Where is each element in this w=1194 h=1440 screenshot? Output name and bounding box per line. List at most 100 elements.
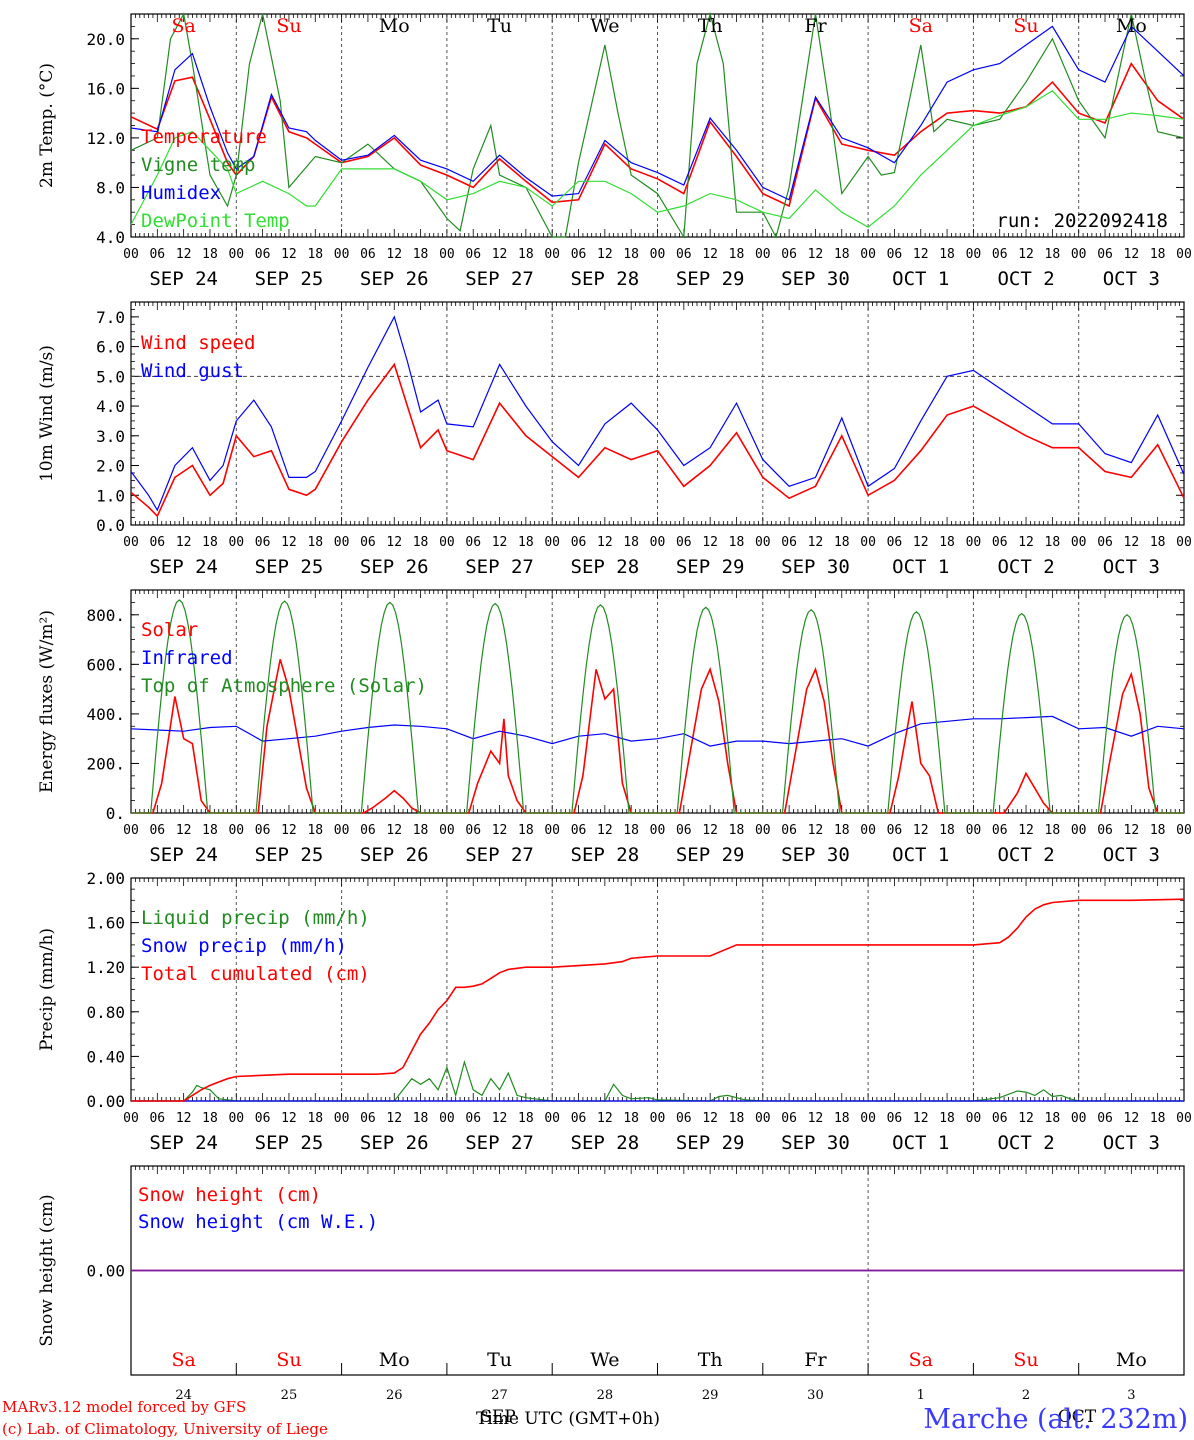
hour-tick-label: 12: [386, 1111, 402, 1126]
hour-tick-label: 00: [650, 1111, 666, 1126]
hour-tick-label: 12: [1018, 247, 1034, 262]
hour-tick-label: 12: [492, 535, 508, 550]
hour-tick-label: 12: [492, 247, 508, 262]
hour-tick-label: 00: [755, 247, 771, 262]
date-label: SEP 25: [255, 268, 324, 290]
hour-tick-label: 06: [781, 247, 797, 262]
date-label: OCT 2: [997, 844, 1054, 866]
hour-tick-label: 12: [808, 1111, 824, 1126]
legend-entry: Snow precip (mm/h): [141, 935, 347, 957]
hour-tick-label: 06: [360, 823, 376, 838]
y-tick-label: 7.0: [96, 308, 125, 327]
hour-tick-label: 18: [729, 1111, 745, 1126]
hour-tick-label: 18: [307, 247, 323, 262]
hour-tick-label: 06: [571, 1111, 587, 1126]
y-tick-label: 400.: [86, 705, 125, 724]
date-label: OCT 3: [1103, 268, 1160, 290]
day-number-label: 3: [1127, 1388, 1135, 1403]
hour-tick-label: 06: [255, 535, 271, 550]
hour-tick-label: 18: [939, 1111, 955, 1126]
hour-tick-label: 06: [1097, 1111, 1113, 1126]
date-label: SEP 24: [149, 844, 218, 866]
hour-tick-label: 06: [149, 247, 165, 262]
hour-tick-label: 06: [1097, 823, 1113, 838]
hour-tick-label: 06: [149, 1111, 165, 1126]
legend-entry: Total cumulated (cm): [141, 963, 370, 985]
hour-tick-label: 00: [334, 823, 350, 838]
y-tick-label: 1.0: [96, 486, 125, 505]
hour-tick-label: 00: [1176, 1111, 1192, 1126]
hour-tick-label: 00: [650, 247, 666, 262]
hour-tick-label: 00: [860, 1111, 876, 1126]
weekday-label-top: Mo: [1116, 15, 1147, 37]
y-tick-label: 2.00: [86, 869, 125, 888]
oct-month-label: OCT: [1058, 1407, 1097, 1427]
hour-tick-label: 18: [202, 1111, 218, 1126]
hour-tick-label: 12: [913, 1111, 929, 1126]
hour-tick-label: 18: [834, 823, 850, 838]
hour-tick-label: 00: [755, 535, 771, 550]
date-label: SEP 29: [676, 556, 745, 578]
hour-tick-label: 06: [781, 535, 797, 550]
y-axis-title: 10m Wind (m/s): [37, 345, 57, 482]
hour-tick-label: 18: [1045, 1111, 1061, 1126]
y-tick-label: 0.00: [86, 1262, 125, 1281]
hour-tick-label: 00: [1071, 1111, 1087, 1126]
hour-tick-label: 18: [413, 823, 429, 838]
hour-tick-label: 12: [386, 823, 402, 838]
hour-tick-label: 12: [492, 1111, 508, 1126]
hour-tick-label: 00: [650, 535, 666, 550]
sep-month-label: SEP: [480, 1407, 516, 1427]
weekday-label-top: Sa: [909, 15, 933, 37]
hour-tick-label: 12: [702, 1111, 718, 1126]
panel-2: 0.0 1.0 2.0 3.0 4.0 5.0 6.0 7.0 10m Wind (m/s) Wi…: [37, 301, 1192, 578]
hour-tick-label: 12: [281, 1111, 297, 1126]
hour-tick-label: 12: [597, 1111, 613, 1126]
hour-tick-label: 18: [1045, 247, 1061, 262]
date-label: OCT 2: [997, 556, 1054, 578]
date-label: OCT 3: [1103, 844, 1160, 866]
series-line-2: [131, 599, 1184, 814]
hour-tick-label: 18: [1045, 535, 1061, 550]
hour-tick-label: 06: [676, 535, 692, 550]
legend-entry: Temperature: [141, 126, 267, 148]
hour-tick-label: 18: [202, 823, 218, 838]
hour-tick-label: 18: [307, 535, 323, 550]
hour-tick-label: 00: [439, 535, 455, 550]
hour-tick-label: 06: [255, 823, 271, 838]
y-tick-label: 20.0: [86, 30, 125, 49]
hour-tick-label: 00: [123, 535, 139, 550]
time-axis-label: Time UTC (GMT+0h): [476, 1409, 660, 1429]
hour-tick-label: 12: [1018, 823, 1034, 838]
hour-tick-label: 00: [123, 1111, 139, 1126]
day-number-label: 28: [597, 1388, 614, 1403]
date-label: SEP 28: [571, 268, 640, 290]
day-number-label: 25: [281, 1388, 298, 1403]
y-tick-label: 1.20: [86, 958, 125, 977]
hour-tick-label: 00: [1176, 247, 1192, 262]
series-line-1: [130, 315, 1185, 512]
date-label: SEP 24: [149, 268, 218, 290]
hour-tick-label: 00: [755, 823, 771, 838]
hour-tick-label: 18: [623, 535, 639, 550]
hour-tick-label: 12: [808, 823, 824, 838]
date-label: SEP 29: [676, 268, 745, 290]
date-label: SEP 30: [781, 556, 850, 578]
hour-tick-label: 06: [465, 247, 481, 262]
hour-tick-label: 06: [887, 1111, 903, 1126]
hour-tick-label: 12: [492, 823, 508, 838]
y-tick-label: 200.: [86, 754, 125, 773]
y-tick-label: 6.0: [96, 338, 125, 357]
hour-tick-label: 18: [1150, 1111, 1166, 1126]
hour-tick-label: 18: [1045, 823, 1061, 838]
hour-tick-label: 00: [544, 1111, 560, 1126]
weekday-label-top: Su: [276, 15, 301, 37]
weekday-label-bottom: Fr: [804, 1349, 827, 1371]
date-label: OCT 1: [892, 556, 949, 578]
y-tick-label: 0.00: [86, 1092, 125, 1111]
weekday-label-bottom: Sa: [171, 1349, 195, 1371]
hour-tick-label: 12: [913, 247, 929, 262]
day-number-label: 1: [917, 1388, 925, 1403]
y-tick-label: 8.0: [96, 178, 125, 197]
